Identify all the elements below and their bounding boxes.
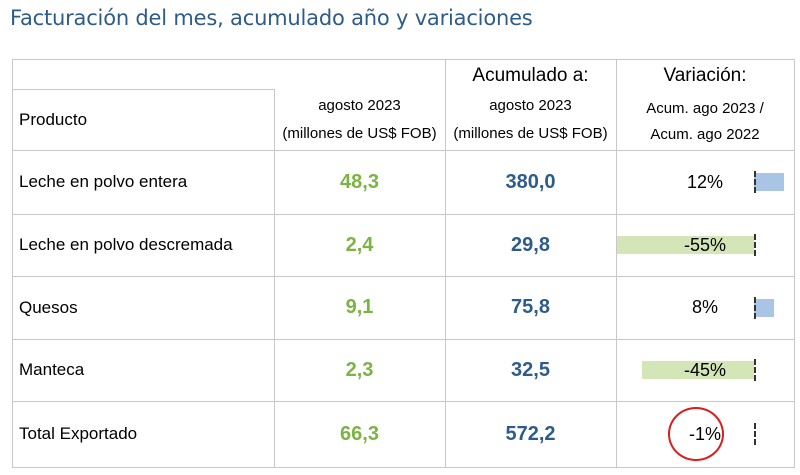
variation-bar xyxy=(616,236,754,254)
header-producto: Producto xyxy=(19,109,88,129)
variation-value: 12% xyxy=(686,171,724,192)
variation-value: 8% xyxy=(691,297,718,317)
variation-value: -1% xyxy=(688,423,721,444)
variation-axis xyxy=(754,359,756,381)
header-acum-line1: agosto 2023 xyxy=(489,96,572,114)
header-var-line1: Acum. ago 2023 / xyxy=(646,99,764,117)
variation-axis xyxy=(754,171,756,193)
sales-table: Acumulado a: Variación: Producto agosto … xyxy=(12,59,795,468)
header-mes-line2: (millones de US$ FOB) xyxy=(282,124,437,142)
variation-value: -45% xyxy=(683,359,727,380)
accumulated-value: 572,2 xyxy=(505,422,556,445)
accumulated-value: 380,0 xyxy=(505,170,556,193)
header-var-line2: Acum. ago 2022 xyxy=(650,125,760,143)
month-value: 9,1 xyxy=(345,296,374,318)
product-name: Leche en polvo descremada xyxy=(19,235,233,254)
accumulated-value: 32,5 xyxy=(511,358,550,381)
variation-bar xyxy=(754,173,784,191)
product-name: Manteca xyxy=(19,360,85,379)
variation-bar xyxy=(754,298,774,317)
accumulated-value: 75,8 xyxy=(511,296,550,318)
month-value: 48,3 xyxy=(340,170,379,193)
month-value: 2,4 xyxy=(345,233,374,256)
product-name: Leche en polvo entera xyxy=(19,172,188,191)
product-name: Total Exportado xyxy=(19,424,138,443)
header-var: Acum. ago 2023 / Acum. ago 2022 xyxy=(616,93,794,150)
variation-axis xyxy=(754,296,756,319)
month-value: 2,3 xyxy=(345,358,374,381)
page-title: Facturación del mes, acumulado año y var… xyxy=(10,6,533,30)
variation-axis xyxy=(754,234,756,256)
header-variacion: Variación: xyxy=(663,65,747,86)
header-mes: agosto 2023 (millones de US$ FOB) xyxy=(274,89,445,150)
product-name: Quesos xyxy=(19,297,78,317)
header-acum: agosto 2023 (millones de US$ FOB) xyxy=(445,89,616,150)
header-acum-line2: (millones de US$ FOB) xyxy=(453,124,608,142)
header-mes-line1: agosto 2023 xyxy=(318,96,401,114)
highlight-circle xyxy=(668,407,724,461)
variation-bar xyxy=(641,361,754,379)
month-value: 66,3 xyxy=(340,422,379,445)
variation-axis xyxy=(754,423,756,445)
accumulated-value: 29,8 xyxy=(511,233,550,256)
variation-value: -55% xyxy=(683,234,727,255)
header-acumulado: Acumulado a: xyxy=(472,65,589,86)
